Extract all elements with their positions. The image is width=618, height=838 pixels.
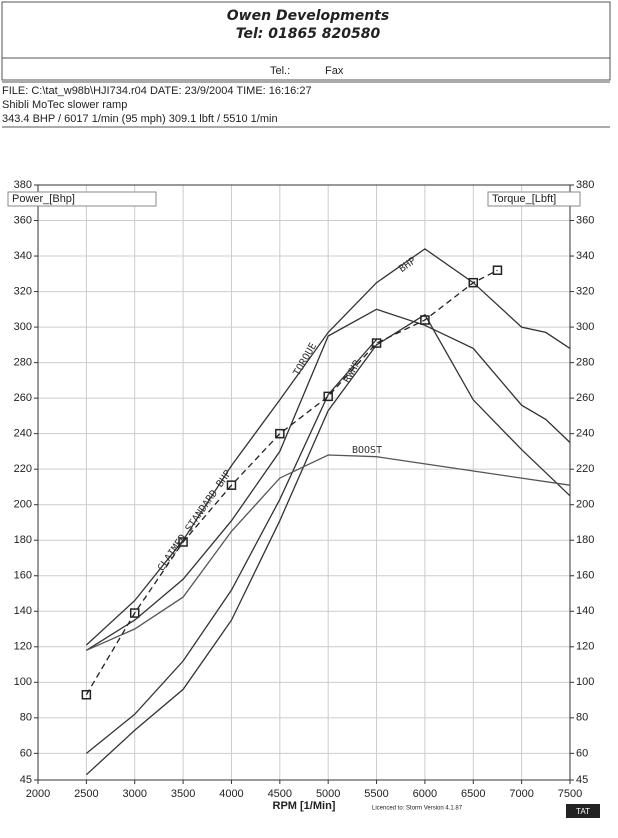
y2-axis-title: Torque_[Lbft]	[492, 193, 556, 205]
x-tick-label: 4500	[268, 788, 292, 800]
peak-summary: 343.4 BHP / 6017 1/min (95 mph) 309.1 lb…	[2, 113, 278, 125]
y2-tick-label: 280	[576, 357, 594, 369]
data-marker	[492, 265, 503, 276]
y2-tick-label: 180	[576, 534, 594, 546]
plot-frame	[37, 184, 571, 781]
y-tick-label: 60	[20, 747, 32, 759]
y2-tick-label: 240	[576, 428, 594, 440]
y-tick-label: 280	[14, 357, 32, 369]
series-line	[86, 454, 571, 651]
y-tick-label: 120	[14, 641, 32, 653]
series-annotation: BOOST	[352, 445, 382, 456]
x-tick-label: 5000	[316, 788, 340, 800]
license-note: Licenced to: Storm Version 4.1.87	[372, 806, 463, 812]
y-tick-label: 320	[14, 285, 32, 297]
y-tick-label: 45	[20, 774, 32, 786]
y-axis-title: Power_[Bhp]	[12, 193, 75, 205]
y-tick-label: 240	[14, 428, 32, 440]
header-box	[1, 1, 611, 81]
data-marker	[129, 608, 140, 618]
y2-tick-label: 80	[576, 712, 588, 724]
x-tick-label: 3000	[122, 788, 146, 800]
y-tick-label: 80	[20, 712, 32, 724]
series-annotation: CLAIMED STANDARD BHP	[156, 468, 234, 573]
y2-tick-label: 60	[576, 747, 588, 759]
series-line	[86, 308, 571, 651]
data-marker	[275, 428, 285, 439]
x-axis-title: RPM [1/Min]	[273, 800, 336, 812]
series-line	[85, 313, 571, 776]
y-tick-label: 160	[14, 570, 32, 582]
x-tick-label: 7000	[509, 788, 533, 800]
y2-tick-label: 220	[576, 463, 594, 475]
data-marker	[371, 338, 382, 348]
data-marker	[178, 537, 188, 547]
data-marker	[323, 391, 333, 402]
y2-tick-label: 100	[576, 676, 594, 688]
y2-tick-label: 360	[576, 214, 594, 226]
y-tick-label: 340	[14, 250, 32, 262]
y-tick-label: 100	[14, 676, 32, 688]
y2-tick-label: 320	[576, 285, 594, 297]
y2-tick-label: 380	[576, 179, 594, 191]
file-info: FILE: C:\tat_w98b\HJI734.r04 DATE: 23/9/…	[2, 85, 312, 97]
y2-tick-label: 160	[576, 570, 594, 582]
series-line	[85, 339, 377, 754]
run-name: Shibli MoTec slower ramp	[2, 99, 127, 111]
x-tick-label: 3500	[171, 788, 195, 800]
company-phone: Tel: 01865 820580	[236, 26, 381, 42]
y-tick-label: 220	[14, 463, 32, 475]
y2-tick-label: 200	[576, 499, 594, 511]
left-axis-box	[7, 191, 157, 207]
company-name: Owen Developments	[227, 8, 389, 24]
x-tick-label: 7500	[558, 788, 582, 800]
y-tick-label: 140	[14, 605, 32, 617]
data-marker	[81, 689, 92, 700]
x-tick-label: 2000	[26, 788, 50, 800]
y-tick-label: 380	[14, 179, 32, 191]
x-tick-label: 2500	[74, 788, 98, 800]
data-marker	[226, 480, 237, 490]
y2-tick-label: 340	[576, 250, 594, 262]
right-axis-box	[487, 191, 581, 207]
fax-label: Fax	[325, 65, 344, 77]
y-tick-label: 260	[14, 392, 32, 404]
y2-tick-label: 45	[576, 774, 588, 786]
logo-box	[566, 804, 600, 818]
series-annotation: BHP	[397, 256, 418, 275]
data-marker	[420, 315, 430, 325]
data-marker	[468, 277, 479, 288]
x-tick-label: 4000	[219, 788, 243, 800]
series-line	[85, 248, 571, 646]
logo: TAT	[576, 807, 590, 816]
y-tick-label: 180	[14, 534, 32, 546]
series-annotation: TORQUE	[292, 341, 320, 378]
y2-tick-label: 140	[576, 605, 594, 617]
y-tick-label: 360	[14, 214, 32, 226]
y2-tick-label: 120	[576, 641, 594, 653]
y2-tick-label: 260	[576, 392, 594, 404]
tel-label: Tel.:	[270, 65, 290, 77]
x-tick-label: 6000	[413, 788, 437, 800]
y-tick-label: 300	[14, 321, 32, 333]
series-line	[85, 269, 498, 696]
x-tick-label: 5500	[364, 788, 388, 800]
x-tick-label: 6500	[461, 788, 485, 800]
y2-tick-label: 300	[576, 321, 594, 333]
y-tick-label: 200	[14, 499, 32, 511]
